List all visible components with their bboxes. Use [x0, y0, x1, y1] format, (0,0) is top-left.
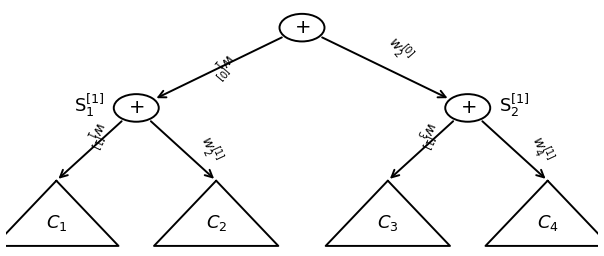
Text: $w_3^{[1]}$: $w_3^{[1]}$: [410, 117, 442, 152]
Text: $w_4^{[1]}$: $w_4^{[1]}$: [525, 132, 558, 166]
Text: $w_1^{[0]}$: $w_1^{[0]}$: [204, 47, 239, 83]
Text: $C_3$: $C_3$: [377, 213, 399, 233]
Text: $w_2^{[0]}$: $w_2^{[0]}$: [382, 32, 418, 68]
Ellipse shape: [445, 94, 490, 122]
Text: $C_4$: $C_4$: [537, 213, 559, 233]
Text: $C_1$: $C_1$: [46, 213, 67, 233]
Text: $+$: $+$: [294, 19, 310, 37]
Text: $C_2$: $C_2$: [205, 213, 227, 233]
Text: $+$: $+$: [460, 99, 476, 117]
Text: $\mathsf{S}_2^{[1]}$: $\mathsf{S}_2^{[1]}$: [499, 92, 530, 119]
Ellipse shape: [280, 14, 324, 41]
Text: $w_2^{[1]}$: $w_2^{[1]}$: [194, 132, 226, 166]
Text: $+$: $+$: [128, 99, 144, 117]
Text: $w_1^{[1]}$: $w_1^{[1]}$: [79, 117, 111, 152]
Text: $\mathsf{S}_1^{[1]}$: $\mathsf{S}_1^{[1]}$: [74, 92, 105, 119]
Ellipse shape: [114, 94, 159, 122]
